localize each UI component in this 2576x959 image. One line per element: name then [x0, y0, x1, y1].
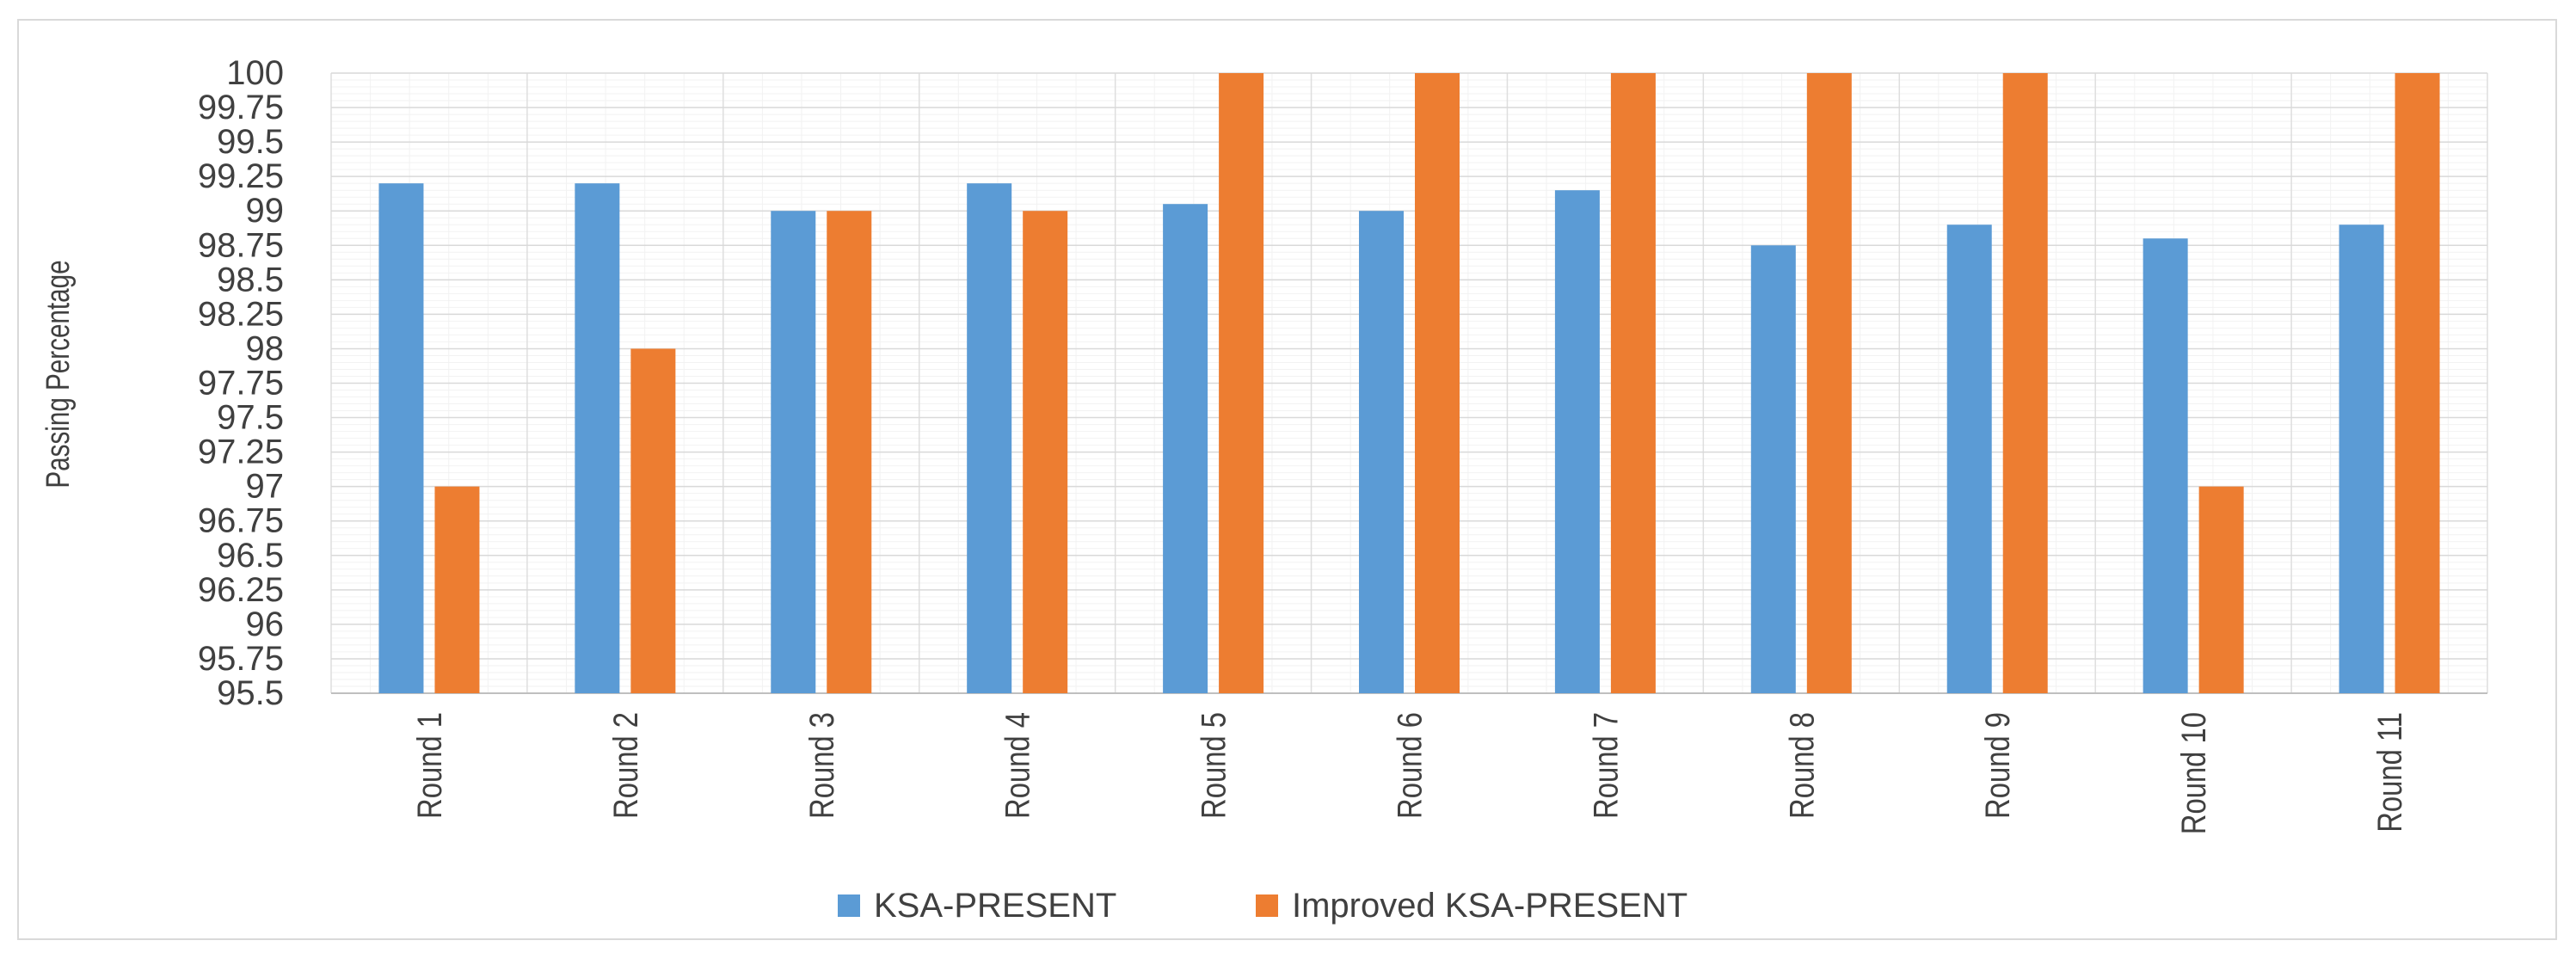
y-tick-label: 98.75 — [198, 226, 284, 264]
y-tick-label: 96.5 — [217, 537, 284, 575]
y-axis-label: Passing Percentage — [40, 260, 77, 488]
x-tick-label: Round 11 — [2370, 712, 2409, 833]
y-tick-label: 99.25 — [198, 157, 284, 195]
bar-improved-ksa-present-round-6 — [1415, 73, 1460, 693]
bar-ksa-present-round-6 — [1359, 211, 1404, 693]
y-tick-label: 97.25 — [198, 433, 284, 471]
bar-ksa-present-round-11 — [2339, 224, 2384, 693]
y-tick-label: 97.75 — [198, 365, 284, 403]
y-tick-label: 96 — [246, 606, 285, 643]
x-tick-label: Round 7 — [1586, 712, 1625, 819]
y-tick-label: 95.75 — [198, 640, 284, 678]
y-tick-label: 99.5 — [217, 123, 284, 161]
x-tick-labels: Round 1 Round 2 Round 3 Round 4 Round 5 Round… — [410, 712, 2409, 834]
bar-ksa-present-round-4 — [967, 183, 1012, 693]
bar-ksa-present-round-2 — [575, 183, 620, 693]
legend-swatch-improved-ksa-present — [1256, 894, 1278, 917]
x-tick-label: Round 1 — [410, 712, 449, 819]
y-tick-label: 98.5 — [217, 261, 284, 298]
x-tick-label: Round 10 — [2174, 712, 2213, 834]
legend-label-ksa-present: KSA-PRESENT — [874, 887, 1116, 925]
y-tick-label: 98 — [246, 329, 285, 367]
x-tick-label: Round 9 — [1978, 712, 2017, 819]
y-tick-label: 98.25 — [198, 295, 284, 333]
x-tick-label: Round 3 — [802, 712, 841, 819]
bar-improved-ksa-present-round-2 — [630, 348, 676, 693]
legend-label-improved-ksa-present: Improved KSA-PRESENT — [1292, 887, 1688, 925]
bars — [378, 73, 2440, 693]
bar-ksa-present-round-8 — [1750, 245, 1796, 693]
x-tick-label: Round 6 — [1390, 712, 1429, 819]
x-tick-label: Round 2 — [606, 712, 645, 819]
y-tick-label: 97.5 — [217, 399, 284, 437]
bar-improved-ksa-present-round-3 — [827, 211, 872, 693]
y-tick-label: 95.5 — [217, 674, 284, 712]
legend-swatch-ksa-present — [838, 894, 860, 917]
y-tick-label: 99 — [246, 192, 285, 230]
y-tick-label: 96.75 — [198, 502, 284, 540]
bar-ksa-present-round-3 — [771, 211, 816, 693]
legend: KSA-PRESENT Improved KSA-PRESENT — [838, 887, 1688, 925]
y-tick-label: 100 — [226, 54, 284, 92]
x-tick-label: Round 8 — [1782, 712, 1821, 819]
bar-improved-ksa-present-round-4 — [1023, 211, 1068, 693]
x-tick-label: Round 4 — [999, 712, 1037, 819]
y-tick-labels: 95.595.759696.2596.596.759797.2597.597.7… — [198, 54, 284, 712]
bar-ksa-present-round-1 — [378, 183, 424, 693]
y-tick-label: 97 — [246, 468, 285, 506]
bar-improved-ksa-present-round-10 — [2198, 486, 2244, 693]
bar-improved-ksa-present-round-1 — [434, 486, 480, 693]
bar-improved-ksa-present-round-7 — [1610, 73, 1656, 693]
x-tick-label: Round 5 — [1195, 712, 1233, 819]
bar-improved-ksa-present-round-8 — [1806, 73, 1852, 693]
bar-improved-ksa-present-round-5 — [1219, 73, 1264, 693]
bar-ksa-present-round-5 — [1163, 204, 1208, 693]
y-tick-label: 99.75 — [198, 89, 284, 126]
bar-improved-ksa-present-round-11 — [2395, 73, 2440, 693]
bar-improved-ksa-present-round-9 — [2002, 73, 2048, 693]
y-tick-label: 96.25 — [198, 571, 284, 609]
bar-ksa-present-round-7 — [1554, 190, 1600, 693]
bar-ksa-present-round-9 — [1946, 224, 1992, 693]
bar-ksa-present-round-10 — [2143, 238, 2188, 693]
